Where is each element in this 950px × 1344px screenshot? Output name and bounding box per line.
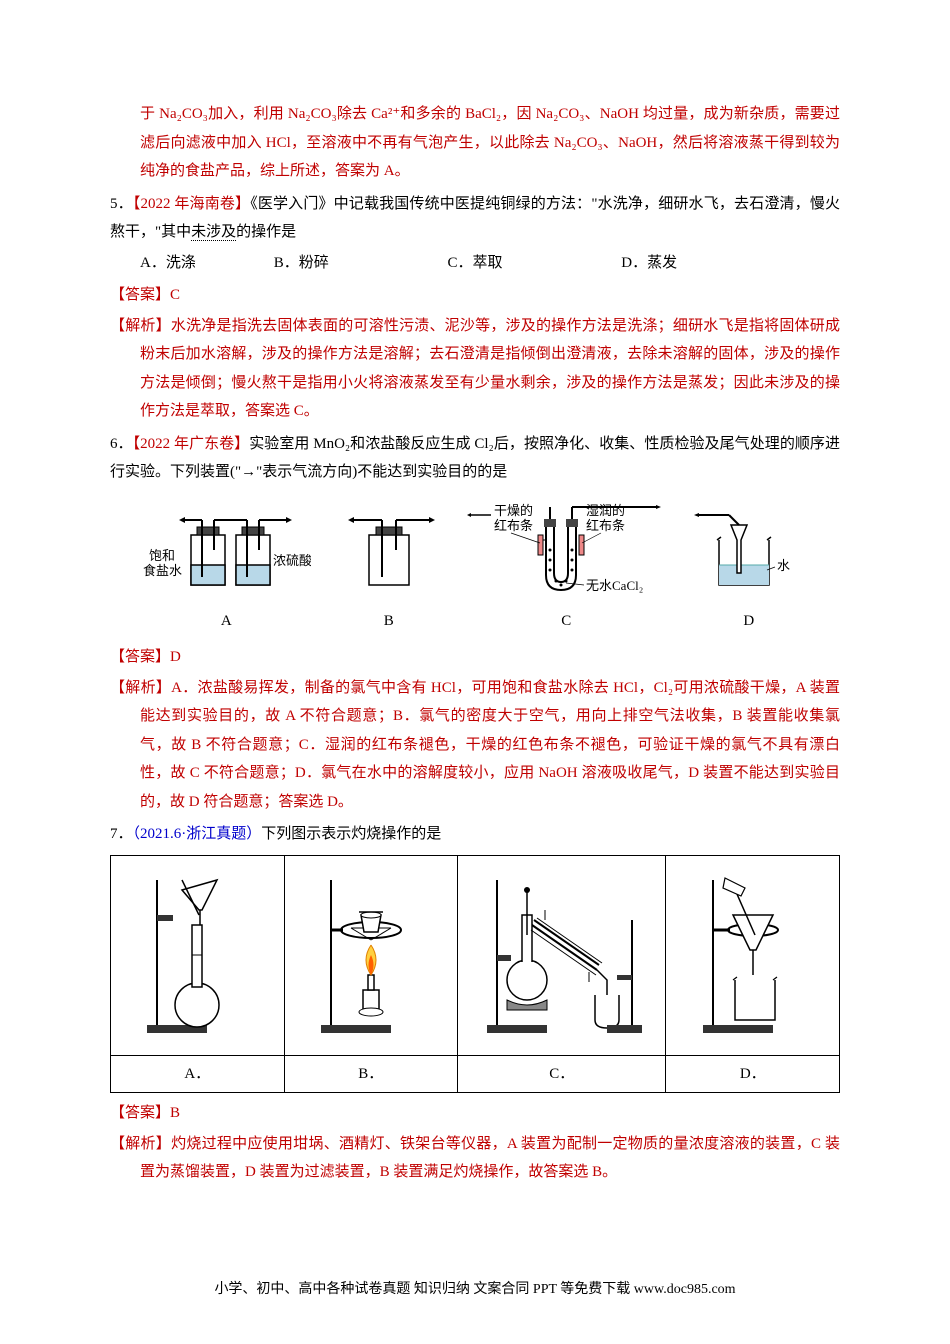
q7-fig-b-cell xyxy=(284,855,458,1055)
q5-opt-a: A．洗涤 xyxy=(140,249,270,278)
q6-fig-b-cap: B xyxy=(334,607,444,636)
q7-analysis-label: 【解析】 xyxy=(110,1136,171,1152)
q5-analysis: 【解析】水洗净是指洗去固体表面的可溶性污渍、泥沙等，涉及的操作方法是洗涤；细研水… xyxy=(110,312,840,426)
continuation-para: 于 Na₂CO₃加入，利用 Na₂CO₃除去 Ca²⁺和多余的 BaCl₂，因 … xyxy=(110,100,840,186)
q6-fig-c-l3: 湿润的 xyxy=(586,503,625,518)
q5-stem-b: 的操作是 xyxy=(236,224,296,240)
q6-analysis: 【解析】A．浓盐酸易挥发，制备的氯气中含有 HCl，可用饱和食盐水除去 HCl，… xyxy=(110,674,840,817)
q5-analysis-text: 水洗净是指洗去固体表面的可溶性污渍、泥沙等，涉及的操作方法是洗涤；细研水飞是指将… xyxy=(140,318,840,420)
continuation-text: 于 Na₂CO₃加入，利用 Na₂CO₃除去 Ca²⁺和多余的 BaCl₂，因 … xyxy=(140,106,840,179)
q5-answer: 【答案】C xyxy=(110,281,840,310)
q6-answer: 【答案】D xyxy=(110,643,840,672)
q5-options: A．洗涤 B．粉碎 C．萃取 D．蒸发 xyxy=(110,249,840,278)
q6-fig-d-label: 水 xyxy=(777,558,790,573)
q6-fig-b-svg xyxy=(334,495,444,605)
q7-fig-b-cap: B． xyxy=(284,1055,458,1093)
q6-fig-a-label3: 浓硫酸 xyxy=(273,553,311,568)
q6-fig-d-svg: 水 xyxy=(689,495,809,605)
q5-source: 【2022 年海南卷】 xyxy=(133,196,250,212)
q6-stem: 6．【2022 年广东卷】实验室用 MnO₂和浓盐酸反应生成 Cl₂后，按照净化… xyxy=(110,430,840,487)
q7-analysis-text: 灼烧过程中应使用坩埚、酒精灯、铁架台等仪器，A 装置为配制一定物质的量浓度溶液的… xyxy=(140,1136,840,1181)
q5-opt-d: D．蒸发 xyxy=(621,249,751,278)
q7-answer-val: B xyxy=(170,1105,180,1121)
q7-figure-table: A． B． C． D． xyxy=(110,855,840,1094)
q6-fig-c-svg: 干燥的 红布条 湿润的 红布条 xyxy=(466,495,666,605)
q7-answer-label: 【答案】 xyxy=(110,1105,170,1121)
q5-stem: 5．【2022 年海南卷】《医学入门》中记载我国传统中医提纯铜绿的方法："水洗净… xyxy=(110,190,840,247)
q6-fig-a-label1: 饱和 xyxy=(149,548,175,563)
q6-answer-label: 【答案】 xyxy=(110,649,170,665)
q5-answer-label: 【答案】 xyxy=(110,287,170,303)
q7-fig-b-svg xyxy=(301,860,441,1040)
q6-fig-c-l1: 干燥的 xyxy=(494,503,533,518)
q6-fig-d: 水 D xyxy=(689,495,809,636)
q6-answer-val: D xyxy=(170,649,181,665)
q7-num: 7． xyxy=(110,826,133,842)
q5-num: 5． xyxy=(110,196,133,212)
q5-opt-b: B．粉碎 xyxy=(274,249,444,278)
q6-fig-a-label2: 食盐水 xyxy=(143,563,182,578)
q6-fig-c-l4: 红布条 xyxy=(586,518,625,533)
q6-num: 6． xyxy=(110,436,133,452)
q7-fig-d-cell xyxy=(666,855,840,1055)
q5-analysis-label: 【解析】 xyxy=(110,318,171,334)
q5-answer-val: C xyxy=(170,287,180,303)
q7-fig-c-cap: C． xyxy=(458,1055,666,1093)
q7-fig-a-cap: A． xyxy=(111,1055,285,1093)
q7-fig-c-svg xyxy=(477,860,647,1040)
page-footer: 小学、初中、高中各种试卷真题 知识归纳 文案合同 PPT 等免费下载 www.d… xyxy=(0,1277,950,1304)
q7-stem: 7．（2021.6·浙江真题）下列图示表示灼烧操作的是 xyxy=(110,820,840,849)
q6-fig-a-cap: A xyxy=(141,607,311,636)
q7-fig-a-svg xyxy=(127,860,267,1040)
q6-fig-c-cap: C xyxy=(466,607,666,636)
q6-fig-a: 饱和 食盐水 浓硫酸 A xyxy=(141,495,311,636)
q6-source: 【2022 年广东卷】 xyxy=(133,436,250,452)
q6-figures: 饱和 食盐水 浓硫酸 A xyxy=(110,495,840,636)
q6-analysis-text: A．浓盐酸易挥发，制备的氯气中含有 HCl，可用饱和食盐水除去 HCl，Cl₂可… xyxy=(140,680,840,810)
q5-opt-c: C．萃取 xyxy=(448,249,618,278)
q7-fig-a-cell xyxy=(111,855,285,1055)
q7-stem-text: 下列图示表示灼烧操作的是 xyxy=(261,826,441,842)
q7-source: （2021.6·浙江真题） xyxy=(133,826,262,842)
q7-analysis: 【解析】灼烧过程中应使用坩埚、酒精灯、铁架台等仪器，A 装置为配制一定物质的量浓… xyxy=(110,1130,840,1187)
q6-fig-c: 干燥的 红布条 湿润的 红布条 xyxy=(466,495,666,636)
q7-fig-d-svg xyxy=(683,860,823,1040)
q6-fig-a-svg: 饱和 食盐水 浓硫酸 xyxy=(141,495,311,605)
q6-fig-c-l5: 无水CaCl₂ xyxy=(586,578,643,593)
q7-fig-d-cap: D． xyxy=(666,1055,840,1093)
q6-fig-b: B xyxy=(334,495,444,636)
q6-analysis-label: 【解析】 xyxy=(110,680,171,696)
q6-fig-c-l2: 红布条 xyxy=(494,518,533,533)
q5-stem-dotted: 未涉及 xyxy=(191,224,236,241)
q7-answer: 【答案】B xyxy=(110,1099,840,1128)
q6-fig-d-cap: D xyxy=(689,607,809,636)
q7-fig-c-cell xyxy=(458,855,666,1055)
